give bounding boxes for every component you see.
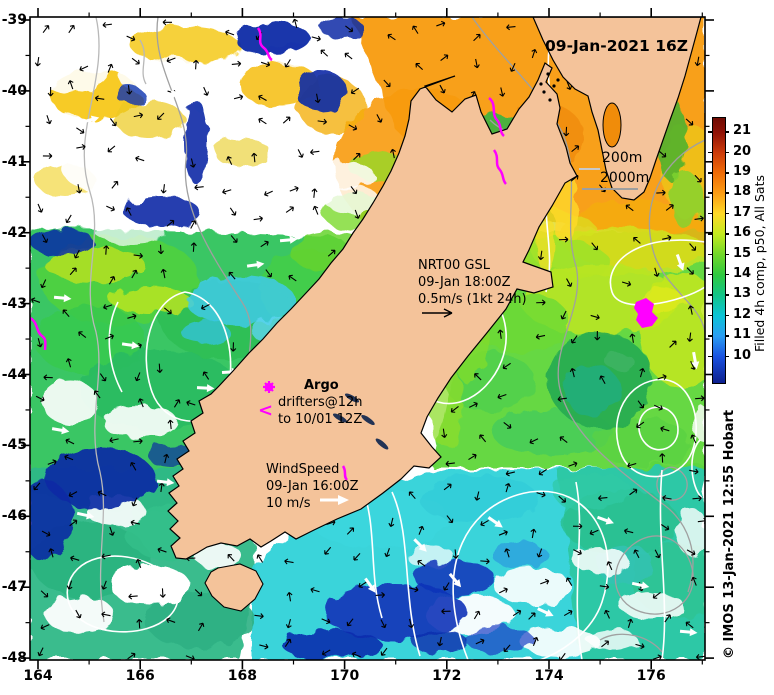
land	[167, 17, 702, 612]
colorbar-tick	[725, 212, 729, 215]
colorbar-tick-label: 10	[733, 347, 752, 363]
colorbar	[712, 117, 726, 384]
wind-key-arrow-icon	[320, 495, 349, 505]
colorbar-label: Filled 4h comp, p50, All Sats	[752, 175, 767, 352]
south-island	[167, 62, 578, 560]
wind-key-text: WindSpeed 09-Jan 16:00Z 10 m/s	[266, 462, 359, 512]
argo-key: Argo drifters@12h to 10/01 12Z <	[256, 377, 386, 428]
x-tick-label: 174	[534, 668, 564, 684]
y-tick-label: -47	[1, 579, 27, 596]
colorbar-tick-label: 16	[733, 225, 752, 241]
colorbar-tick	[725, 233, 729, 235]
colorbar-tick-label: 14	[733, 265, 752, 281]
colorbar-tick	[708, 355, 712, 357]
colorbar-tick-label: 19	[733, 164, 752, 180]
drifter-tracks	[30, 27, 658, 481]
argo-float-icon	[263, 381, 275, 393]
colorbar-tick	[725, 335, 729, 337]
colorbar-tick-label: 21	[733, 123, 752, 139]
x-tick-label: 168	[227, 668, 258, 684]
map-layers	[30, 17, 705, 660]
depth-200m-line-sample	[579, 168, 600, 170]
y-tick-label: -43	[1, 295, 27, 312]
argo-float-cluster	[634, 298, 658, 328]
x-tick-label: 176	[636, 668, 666, 684]
y-tick-label: -41	[1, 153, 27, 170]
depth-2000m-line-sample	[582, 188, 638, 190]
depth-legend-200m: 200m	[602, 150, 643, 166]
y-tick-label: -40	[1, 82, 27, 99]
colorbar-tick	[708, 233, 712, 235]
y-tick-label: -46	[1, 508, 27, 525]
y-tick-label: -48	[1, 650, 27, 667]
depth-legend-2000m: 2000m	[600, 170, 650, 186]
current-vectors	[30, 18, 705, 660]
colorbar-tick-label: 18	[733, 184, 752, 200]
x-tick-label: 170	[329, 668, 360, 684]
colorbar-tick	[708, 253, 712, 256]
colorbar-tick	[708, 294, 712, 296]
x-tick-label: 172	[432, 668, 462, 684]
y-tick-label: -45	[1, 437, 27, 454]
argo-key-title: Argo	[304, 378, 339, 393]
credit-text: © IMOS 13-Jan-2021 12:55 Hobart	[722, 409, 737, 659]
colorbar-tick	[708, 131, 712, 133]
y-tick-label: -44	[1, 366, 27, 383]
colorbar-tick	[708, 151, 712, 154]
colorbar-tick	[725, 294, 729, 296]
colorbar-tick	[708, 172, 712, 174]
axes-frame	[21, 8, 714, 669]
colorbar-tick-label: 17	[733, 204, 752, 220]
x-tick-label: 166	[125, 668, 155, 684]
colorbar-tick-label: 20	[733, 143, 752, 159]
colorbar-tick	[725, 172, 729, 174]
colorbar-tick	[708, 192, 712, 194]
lake	[375, 438, 389, 450]
y-tick-label: -39	[1, 12, 27, 28]
colorbar-tick	[725, 314, 729, 317]
argo-key-lines: drifters@12h to 10/01 12Z	[278, 395, 363, 428]
lake	[344, 393, 360, 403]
colorbar-tick	[725, 131, 729, 133]
colorbar-tick-label: 12	[733, 306, 752, 322]
colorbar-tick	[708, 273, 712, 276]
colorbar-tick	[708, 212, 712, 215]
stewart-island	[204, 563, 264, 612]
colorbar-tick	[725, 151, 729, 154]
x-tick-label: 164	[23, 668, 53, 684]
colorbar-tick	[725, 273, 729, 276]
colorbar-tick	[725, 253, 729, 256]
colorbar-tick-label: 13	[733, 286, 752, 302]
colorbar-tick	[708, 335, 712, 337]
colorbar-tick-label: 11	[733, 327, 752, 343]
drifter-track-icon: <	[258, 400, 274, 421]
colorbar-tick	[725, 192, 729, 194]
colorbar-tick	[725, 355, 729, 357]
wind-vectors	[51, 90, 700, 637]
current-key-arrow-icon	[422, 308, 453, 318]
datestamp: 09-Jan-2021 16Z	[545, 37, 689, 55]
colorbar-tick	[708, 314, 712, 317]
y-tick-label: -42	[1, 224, 27, 241]
lake	[332, 413, 348, 423]
colorbar-tick-label: 15	[733, 245, 752, 261]
lake	[361, 414, 375, 426]
lake-wairarapa	[602, 102, 622, 148]
current-key-text: NRT00 GSL 09-Jan 18:00Z 0.5m/s (1kt 24h)	[418, 258, 527, 308]
